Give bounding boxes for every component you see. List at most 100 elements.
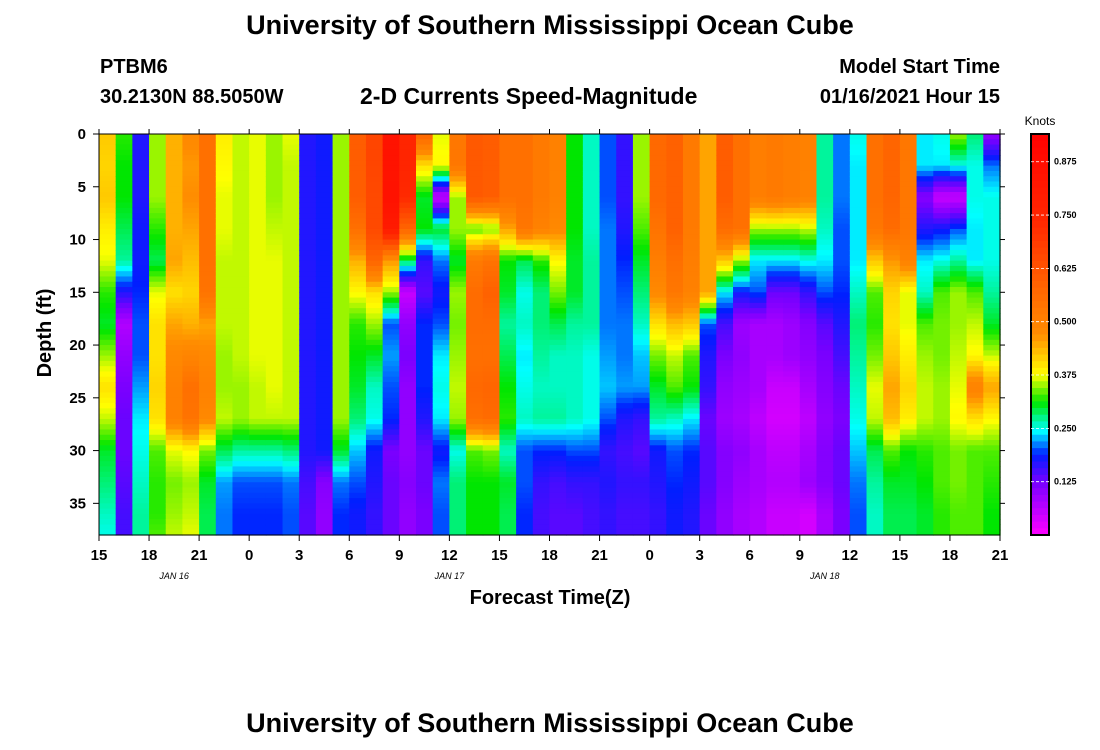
heatmap-cell [716, 292, 734, 299]
colorbar-segment [1031, 281, 1049, 289]
heatmap-cell [532, 250, 551, 256]
heatmap-cell [132, 408, 150, 415]
heatmap-cell [966, 424, 984, 431]
heatmap-cell [616, 360, 634, 367]
heatmap-cell [449, 202, 467, 209]
heatmap-cell [766, 250, 784, 256]
heatmap-cell [566, 281, 584, 288]
heatmap-cell [232, 318, 250, 325]
heatmap-cell [933, 302, 951, 309]
heatmap-cell [165, 455, 184, 462]
heatmap-cell [232, 392, 250, 399]
heatmap-cell [933, 455, 951, 462]
heatmap-cell [532, 244, 551, 251]
heatmap-cell [349, 498, 367, 504]
heatmap-cell [532, 160, 551, 167]
heatmap-cell [849, 302, 868, 309]
heatmap-cell [382, 192, 400, 198]
heatmap-cell [916, 429, 934, 436]
heatmap-cell [833, 355, 851, 362]
heatmap-cell [899, 313, 918, 320]
heatmap-cell [933, 413, 951, 420]
heatmap-cell [249, 339, 267, 346]
heatmap-cell [149, 371, 167, 378]
heatmap-cell [482, 250, 501, 256]
heatmap-cell [132, 329, 150, 336]
heatmap-cell [349, 234, 367, 241]
heatmap-cell [949, 329, 968, 336]
heatmap-cell [299, 360, 317, 367]
heatmap-cell [566, 413, 584, 420]
heatmap-cell [666, 228, 684, 235]
heatmap-cell [849, 155, 868, 161]
heatmap-cell [566, 498, 584, 504]
heatmap-cell [749, 381, 768, 388]
heatmap-cell [249, 287, 267, 293]
heatmap-cell [99, 440, 117, 446]
heatmap-cell [566, 218, 584, 225]
heatmap-cell [416, 202, 434, 209]
heatmap-cell [783, 345, 801, 351]
heatmap-cell [149, 482, 167, 489]
heatmap-cell [265, 302, 284, 309]
heatmap-cell [549, 529, 567, 536]
heatmap-cell [332, 202, 350, 209]
heatmap-cell [449, 313, 467, 320]
heatmap-cell [632, 144, 651, 151]
heatmap-cell [766, 186, 784, 193]
heatmap-cell [132, 228, 150, 235]
heatmap-cell [866, 297, 884, 304]
heatmap-cell [499, 376, 517, 383]
heatmap-cell [182, 381, 200, 388]
heatmap-cell [149, 508, 167, 515]
heatmap-cell [365, 413, 384, 420]
heatmap-cell [282, 482, 300, 489]
heatmap-cell [265, 445, 284, 452]
heatmap-cell [449, 450, 467, 457]
heatmap-cell [916, 360, 934, 367]
heatmap-cell [716, 418, 734, 425]
heatmap-cell [549, 134, 567, 140]
heatmap-cell [149, 244, 167, 251]
heatmap-cell [149, 139, 167, 146]
heatmap-cell [399, 297, 417, 304]
heatmap-cell [115, 376, 133, 383]
heatmap-cell [866, 160, 884, 167]
heatmap-cell [99, 213, 117, 220]
heatmap-cell [282, 466, 300, 473]
heatmap-cell [682, 302, 701, 309]
heatmap-cell [99, 366, 117, 373]
heatmap-cell [916, 202, 934, 209]
heatmap-cell [566, 508, 584, 515]
heatmap-cell [482, 292, 501, 299]
heatmap-cell [449, 440, 467, 446]
heatmap-cell [315, 181, 334, 188]
heatmap-cell [182, 139, 200, 146]
heatmap-cell [916, 318, 934, 325]
heatmap-cell [365, 155, 384, 161]
heatmap-cell [899, 487, 918, 494]
heatmap-cell [616, 440, 634, 446]
heatmap-cell [99, 403, 117, 409]
heatmap-cell [349, 397, 367, 404]
colorbar-segment [1031, 401, 1049, 409]
heatmap-cell [899, 255, 918, 262]
heatmap-cell [132, 176, 150, 183]
heatmap-cell [666, 429, 684, 436]
heatmap-cell [849, 461, 868, 468]
heatmap-cell [532, 482, 551, 489]
heatmap-cell [899, 170, 918, 177]
heatmap-cell [99, 455, 117, 462]
heatmap-cell [833, 429, 851, 436]
heatmap-cell [749, 170, 768, 177]
model-start-value: 01/16/2021 Hour 15 [819, 86, 1000, 108]
colorbar-segment [1031, 474, 1049, 483]
heatmap-cell [249, 360, 267, 367]
heatmap-cell [449, 487, 467, 494]
heatmap-cell [699, 524, 717, 531]
heatmap-cell [149, 265, 167, 272]
heatmap-cell [115, 418, 133, 425]
heatmap-cell [899, 471, 918, 478]
heatmap-cell [733, 329, 751, 336]
heatmap-cell [449, 302, 467, 309]
